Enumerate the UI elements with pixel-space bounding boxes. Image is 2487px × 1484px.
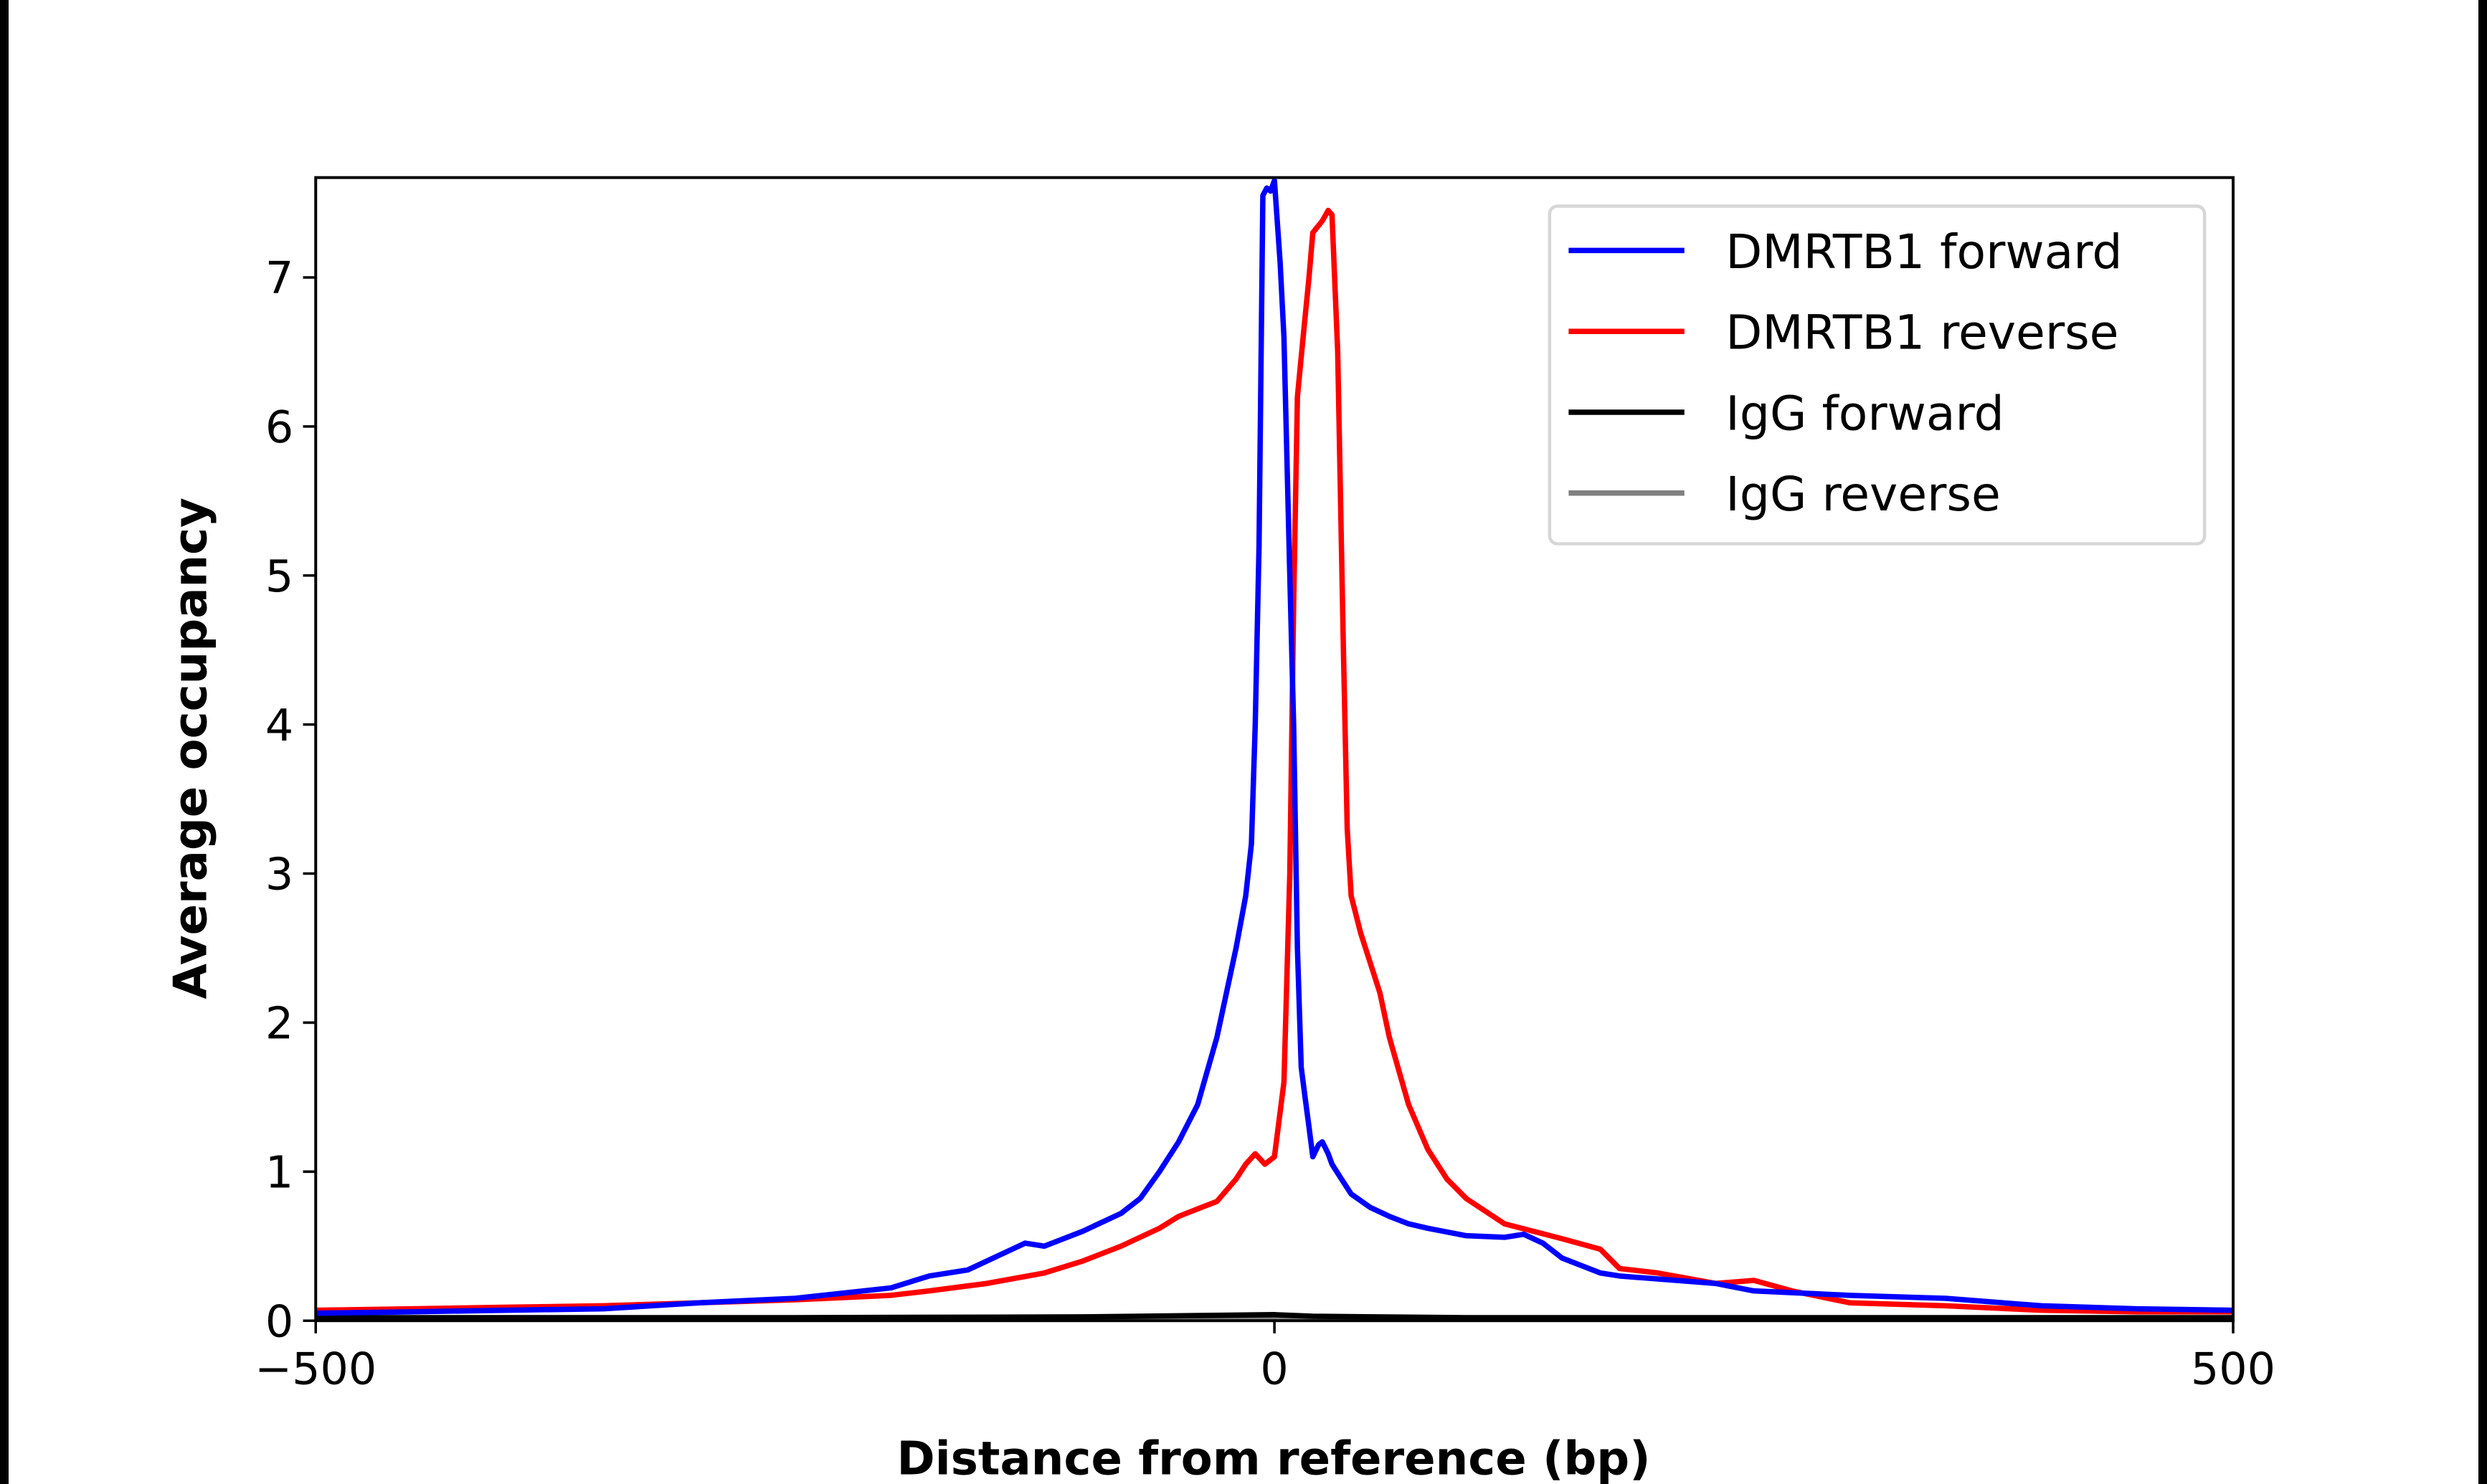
series-line-0 — [316, 178, 2234, 1316]
series-line-2 — [316, 1312, 2234, 1321]
x-tick-label: 500 — [2191, 1343, 2275, 1395]
legend-label: DMRTB1 forward — [1725, 224, 2122, 280]
x-tick-label: 0 — [1260, 1343, 1288, 1395]
y-axis-label: Average occupancy — [164, 498, 218, 999]
x-axis-label: Distance from reference (bp) — [897, 1432, 1651, 1484]
y-tick-label: 0 — [265, 1295, 293, 1347]
series-line-1 — [316, 207, 2234, 1315]
y-tick-label: 1 — [265, 1146, 293, 1198]
legend-label: IgG forward — [1725, 385, 2004, 441]
left-border — [0, 0, 9, 1484]
legend: DMRTB1 forward DMRTB1 reverse IgG forward I… — [1548, 204, 2207, 546]
y-tick-label: 5 — [265, 551, 293, 602]
x-tick-label: −500 — [255, 1343, 376, 1395]
right-border — [2478, 0, 2487, 1484]
y-tick-label: 6 — [265, 401, 293, 453]
y-tick-label: 3 — [265, 849, 293, 900]
legend-label: DMRTB1 reverse — [1725, 305, 2118, 361]
legend-label: IgG reverse — [1725, 466, 2000, 522]
y-tick-label: 7 — [265, 252, 293, 304]
legend-box — [1548, 204, 2207, 546]
y-tick-label: 2 — [265, 998, 293, 1050]
y-tick-label: 4 — [265, 700, 293, 751]
